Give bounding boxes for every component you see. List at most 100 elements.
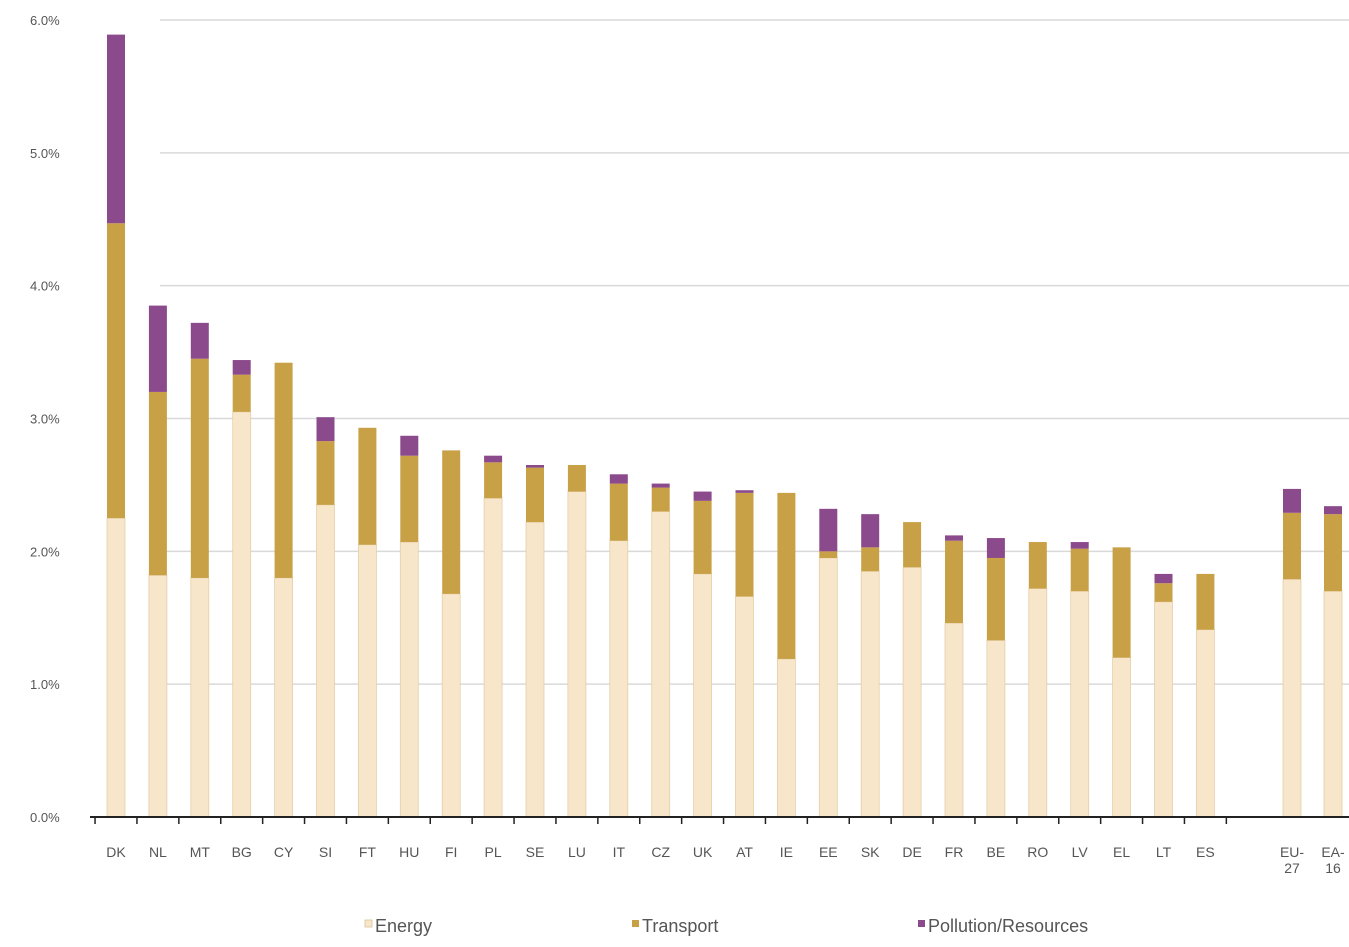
bar-segment-pollution-resources [735,490,754,493]
bar-segment-transport [190,358,209,578]
x-category-label: AT [736,844,753,860]
bar-segment-transport [232,374,251,412]
x-category-label: ES [1196,844,1215,860]
bar-segment-energy [232,411,252,818]
y-tick-label: 3.0% [30,412,60,427]
bar-segment-pollution-resources [1324,506,1342,515]
bar-segment-pollution-resources [945,535,963,541]
bar-segment-transport [358,427,377,545]
bar-segment-energy [483,497,503,818]
bar-segment-transport [567,464,586,492]
bar-segment-energy [1028,588,1048,818]
bar-stack-it [609,474,629,818]
bar-stack-be [986,538,1006,818]
bar-segment-transport [693,500,712,574]
bar-segment-pollution-resources [861,514,880,548]
bar-segment-energy [399,541,419,818]
bar-segment-transport [107,223,125,519]
bar-stack-se [525,464,545,818]
bar-stack-de [902,522,922,818]
bar-segment-pollution-resources [190,322,209,359]
bar-stack-fr [944,535,964,818]
bar-stack-hu [399,435,419,818]
bar-segment-pollution-resources [651,483,670,488]
bar-segment-pollution-resources [1070,542,1089,549]
bar-segment-transport [442,450,461,594]
bar-segment-pollution-resources [484,455,503,463]
bar-segment-transport [903,522,922,568]
bar-segment-transport [1283,512,1301,580]
bar-segment-pollution-resources [693,491,712,501]
bar-segment-transport [609,483,628,541]
x-category-label: UK [693,844,713,860]
x-category-label: LU [568,844,586,860]
bar-segment-energy [860,570,880,818]
bar-stack-lt [1154,573,1173,818]
bar-stack-sk [860,514,880,818]
bar-segment-transport [400,455,419,543]
y-tick-label: 4.0% [30,279,60,294]
x-category-label: EE [819,844,838,860]
bar-segment-transport [945,540,963,624]
x-category-label: MT [190,844,211,860]
bar-segment-transport [526,467,544,523]
bar-segment-energy [274,577,294,818]
y-tick-label: 0.0% [30,810,60,825]
bar-segment-pollution-resources [232,360,251,375]
x-axis-labels: DK NL MT BG CY SI FT HU FI PL SE LU IT CZ UK AT IE EE SK DE… [106,844,1345,876]
x-category-label: LT [1156,844,1172,860]
bar-segment-transport [1196,573,1215,630]
x-category-label: RO [1027,844,1048,860]
bar-segment-energy [651,511,671,818]
bar-segment-energy [148,574,168,818]
bar-stack-dk [106,34,126,818]
bar-segment-energy [1070,590,1090,818]
bar-segment-energy [1112,657,1131,818]
x-category-label: CY [274,844,294,860]
bar-segment-energy [1196,629,1215,818]
bars [106,34,1343,818]
bar-segment-energy [567,491,587,818]
x-category-label: CZ [651,844,670,860]
bar-stack-ro [1028,542,1048,818]
x-category-label: SK [861,844,880,860]
bar-segment-transport [777,492,796,659]
x-category-label: BG [232,844,252,860]
bar-segment-transport [148,391,167,576]
bar-segment-energy [525,521,545,818]
bar-segment-energy [944,622,964,818]
bar-stack-si [316,417,335,818]
bar-segment-energy [106,517,126,818]
bar-segment-energy [1282,578,1302,818]
legend-swatch [364,919,373,928]
bar-segment-transport [1324,514,1342,592]
bar-segment-pollution-resources [1154,573,1173,584]
bar-segment-energy [609,540,629,818]
x-category-label: NL [149,844,167,860]
bar-stack-eu-27 [1282,488,1302,818]
x-category-label: DE [902,844,921,860]
x-category-label: PL [485,844,502,860]
legend-item-transport: Transport [632,916,718,936]
bar-segment-pollution-resources [316,417,335,442]
bar-segment-pollution-resources [1283,488,1301,513]
bar-stack-bg [232,360,252,818]
legend-label: Energy [375,916,432,936]
bar-segment-transport [1112,547,1131,658]
x-category-label: HU [399,844,419,860]
legend: Energy Transport Pollution/Resources [364,916,1088,936]
bar-segment-transport [1154,583,1173,602]
bar-segment-energy [777,658,796,818]
bar-segment-transport [735,492,754,597]
y-axis-ticks: 0.0% 1.0% 2.0% 3.0% 4.0% 5.0% 6.0% [30,13,60,825]
x-category-label: SE [526,844,545,860]
x-category-label: IE [780,844,793,860]
bar-segment-transport [861,547,880,572]
x-category-label: EL [1113,844,1130,860]
bar-segment-pollution-resources [400,435,419,456]
bar-segment-transport [316,441,335,505]
bar-segment-energy [441,593,461,818]
bar-stack-cz [651,483,671,818]
legend-item-pollution-resources: Pollution/Resources [918,916,1088,936]
